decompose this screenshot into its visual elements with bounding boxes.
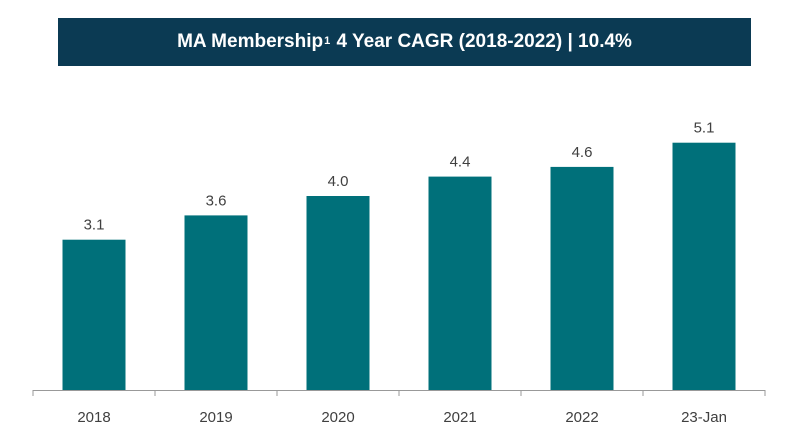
bar-2021 xyxy=(428,176,492,390)
chart-title-banner: MA Membership 1 4 Year CAGR (2018-2022) |… xyxy=(58,18,751,66)
chart-title-main: MA Membership xyxy=(177,31,324,52)
data-label-2020: 4.0 xyxy=(328,173,349,190)
chart-title-rest: 4 Year CAGR (2018-2022) | 10.4% xyxy=(331,31,632,52)
data-label-23-Jan: 5.1 xyxy=(694,120,715,137)
bar-2020 xyxy=(306,196,370,390)
x-tick-label-2022: 2022 xyxy=(565,409,598,426)
data-label-2019: 3.6 xyxy=(206,192,227,209)
bar-2022 xyxy=(550,166,614,390)
chart-title-footnote-marker: 1 xyxy=(324,35,331,47)
data-label-2022: 4.6 xyxy=(572,144,593,161)
x-tick-label-2018: 2018 xyxy=(77,409,110,426)
bar-2019 xyxy=(184,215,248,390)
x-tick-label-23-Jan: 23-Jan xyxy=(681,409,727,426)
data-label-2018: 3.1 xyxy=(84,217,105,234)
bar-2018 xyxy=(62,239,126,390)
x-tick-label-2021: 2021 xyxy=(443,409,476,426)
bar-23-Jan xyxy=(672,142,736,390)
data-label-2021: 4.4 xyxy=(450,154,471,171)
x-tick-label-2020: 2020 xyxy=(321,409,354,426)
x-tick-label-2019: 2019 xyxy=(199,409,232,426)
